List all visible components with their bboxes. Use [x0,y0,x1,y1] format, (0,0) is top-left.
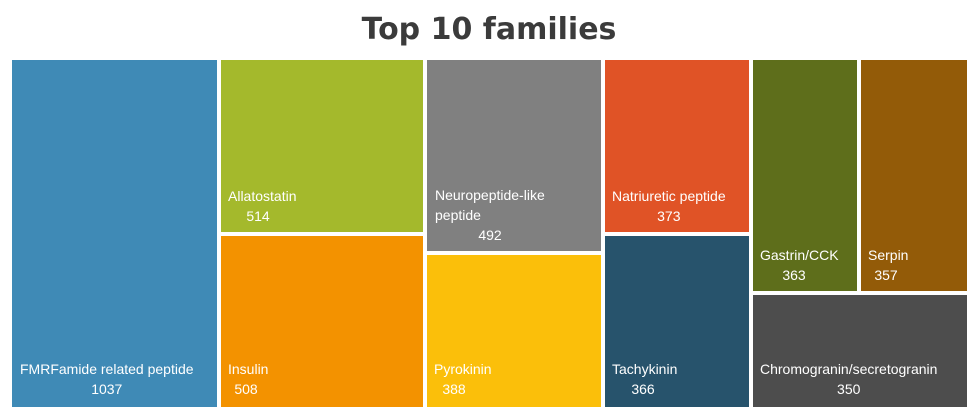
tile-name: Natriuretic peptide [612,188,726,204]
tile-name: Serpin [868,247,909,263]
tile-name: Chromogranin/secretogranin [760,361,938,377]
tile-fmrfamide-related-peptide: FMRFamide related peptide 1037 [10,58,219,409]
tile-serpin: Serpin 357 [859,58,969,293]
tile-name: Insulin [228,361,269,377]
tile-natriuretic-peptide: Natriuretic peptide 373 [603,58,751,234]
tile-value: 514 [246,208,270,224]
tile-value: 350 [837,381,861,397]
tile-name: Neuropeptide-like peptide [435,187,545,223]
tile-neuropeptide-like-peptide: Neuropeptide-like peptide 492 [425,58,603,253]
tile-name: Tachykinin [612,361,678,377]
tile-name: Allatostatin [228,188,297,204]
tile-allatostatin: Allatostatin 514 [219,58,425,234]
tile-label: FMRFamide related peptide 1037 [20,359,194,399]
tile-value: 363 [782,267,806,283]
tile-tachykinin: Tachykinin 366 [603,234,751,409]
tile-label: Neuropeptide-like peptide 492 [435,185,545,245]
tile-label: Gastrin/CCK 363 [760,245,839,285]
tile-value: 357 [874,267,898,283]
chart-title: Top 10 families [361,12,617,47]
tile-label: Allatostatin 514 [228,186,297,226]
tile-value: 388 [442,381,466,397]
tile-value: 373 [657,208,681,224]
tile-label: Tachykinin 366 [612,359,678,399]
tile-name: FMRFamide related peptide [20,361,194,377]
tile-chromogranin-secretogranin: Chromogranin/secretogranin 350 [751,293,969,409]
tile-label: Serpin 357 [868,245,909,285]
tile-name: Pyrokinin [434,361,492,377]
tile-value: 508 [234,381,258,397]
tile-label: Chromogranin/secretogranin 350 [760,359,937,399]
tile-gastrin-cck: Gastrin/CCK 363 [751,58,859,293]
tile-value: 492 [478,227,502,243]
tile-name: Gastrin/CCK [760,247,839,263]
tile-value: 366 [631,381,655,397]
tile-insulin: Insulin 508 [219,234,425,409]
tile-label: Insulin 508 [228,359,269,399]
tile-label: Pyrokinin 388 [434,359,492,399]
tile-value: 1037 [91,381,123,397]
tile-pyrokinin: Pyrokinin 388 [425,253,603,409]
tile-label: Natriuretic peptide 373 [612,186,726,226]
